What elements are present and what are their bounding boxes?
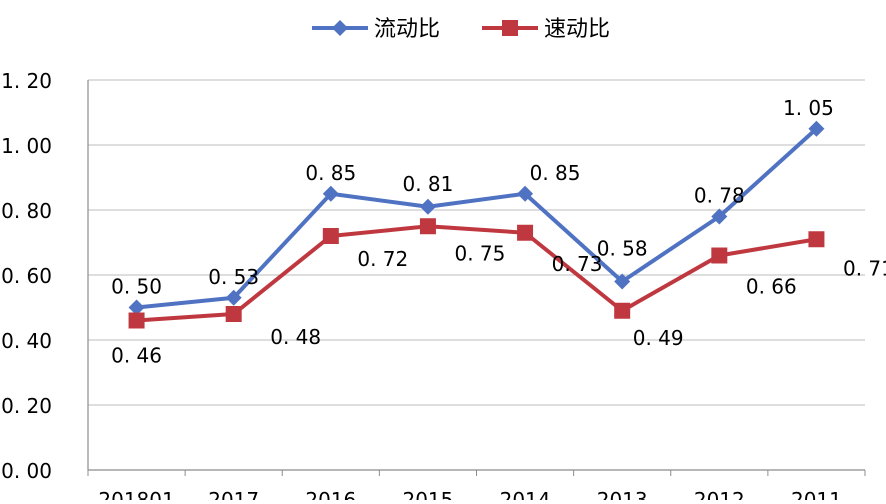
- data-point-square: [711, 247, 728, 264]
- data-point-diamond: [128, 299, 145, 316]
- y-tick-label: 0. 40: [1, 329, 52, 353]
- data-point-diamond: [419, 198, 436, 215]
- data-point-square: [614, 302, 631, 319]
- y-tick-label: 1. 00: [1, 134, 52, 158]
- data-label: 0. 48: [270, 325, 321, 349]
- data-label: 0. 72: [357, 247, 408, 271]
- y-tick-label: 0. 60: [1, 264, 52, 288]
- legend-label: 速动比: [544, 17, 610, 42]
- legend: 流动比 速动比: [312, 17, 610, 42]
- data-point-square: [419, 218, 436, 235]
- data-label: 0. 50: [111, 275, 162, 299]
- y-tick-label: 0. 20: [1, 394, 52, 418]
- x-tick-label: 2017: [208, 488, 259, 500]
- data-label: 0. 81: [402, 172, 453, 196]
- data-label: 0. 66: [746, 275, 797, 299]
- gridlines: [88, 79, 865, 471]
- legend-marker-square: [502, 20, 518, 36]
- data-point-square: [808, 231, 825, 248]
- legend-marker-diamond: [332, 20, 348, 36]
- x-tick-label: 2016: [305, 488, 356, 500]
- y-tick-label: 0. 00: [1, 459, 52, 483]
- data-point-diamond: [225, 289, 242, 306]
- data-point-square: [128, 312, 145, 329]
- data-label: 0. 53: [208, 265, 259, 289]
- data-point-diamond: [711, 208, 728, 225]
- y-tick-label: 0. 80: [1, 199, 52, 223]
- y-tick-label: 1. 20: [1, 69, 52, 93]
- data-point-square: [517, 224, 534, 241]
- data-label: 0. 78: [694, 184, 745, 208]
- data-labels: 0. 50 0. 53 0. 85 0. 81 0. 85 0. 58 0. 78 1. 05…: [111, 96, 886, 368]
- data-label: 1. 05: [783, 96, 834, 120]
- data-point-diamond: [322, 185, 339, 202]
- x-tick-label: 2015: [402, 488, 453, 500]
- data-label: 0. 75: [454, 241, 505, 265]
- data-point-diamond: [517, 185, 534, 202]
- series-line: [136, 224, 817, 323]
- legend-label: 流动比: [374, 17, 440, 42]
- x-tick-label: 201801: [98, 488, 174, 500]
- x-tick-label: 2011: [791, 488, 842, 500]
- data-label: 0. 49: [633, 326, 684, 350]
- data-point-diamond: [614, 273, 631, 290]
- series-line: [136, 127, 818, 310]
- series: [128, 120, 825, 329]
- data-label: 0. 58: [597, 237, 648, 261]
- data-point-diamond: [808, 120, 825, 137]
- data-label: 0. 85: [305, 161, 356, 185]
- data-label: 0. 85: [530, 161, 581, 185]
- data-label: 0. 73: [552, 252, 603, 276]
- x-tick-label: 2013: [597, 488, 648, 500]
- data-point-square: [322, 228, 339, 244]
- data-point-square: [225, 306, 242, 322]
- x-tick-label: 2014: [500, 488, 551, 500]
- data-label: 0. 71: [843, 256, 886, 280]
- data-label: 0. 46: [111, 344, 162, 368]
- x-tick-label: 2012: [694, 488, 745, 500]
